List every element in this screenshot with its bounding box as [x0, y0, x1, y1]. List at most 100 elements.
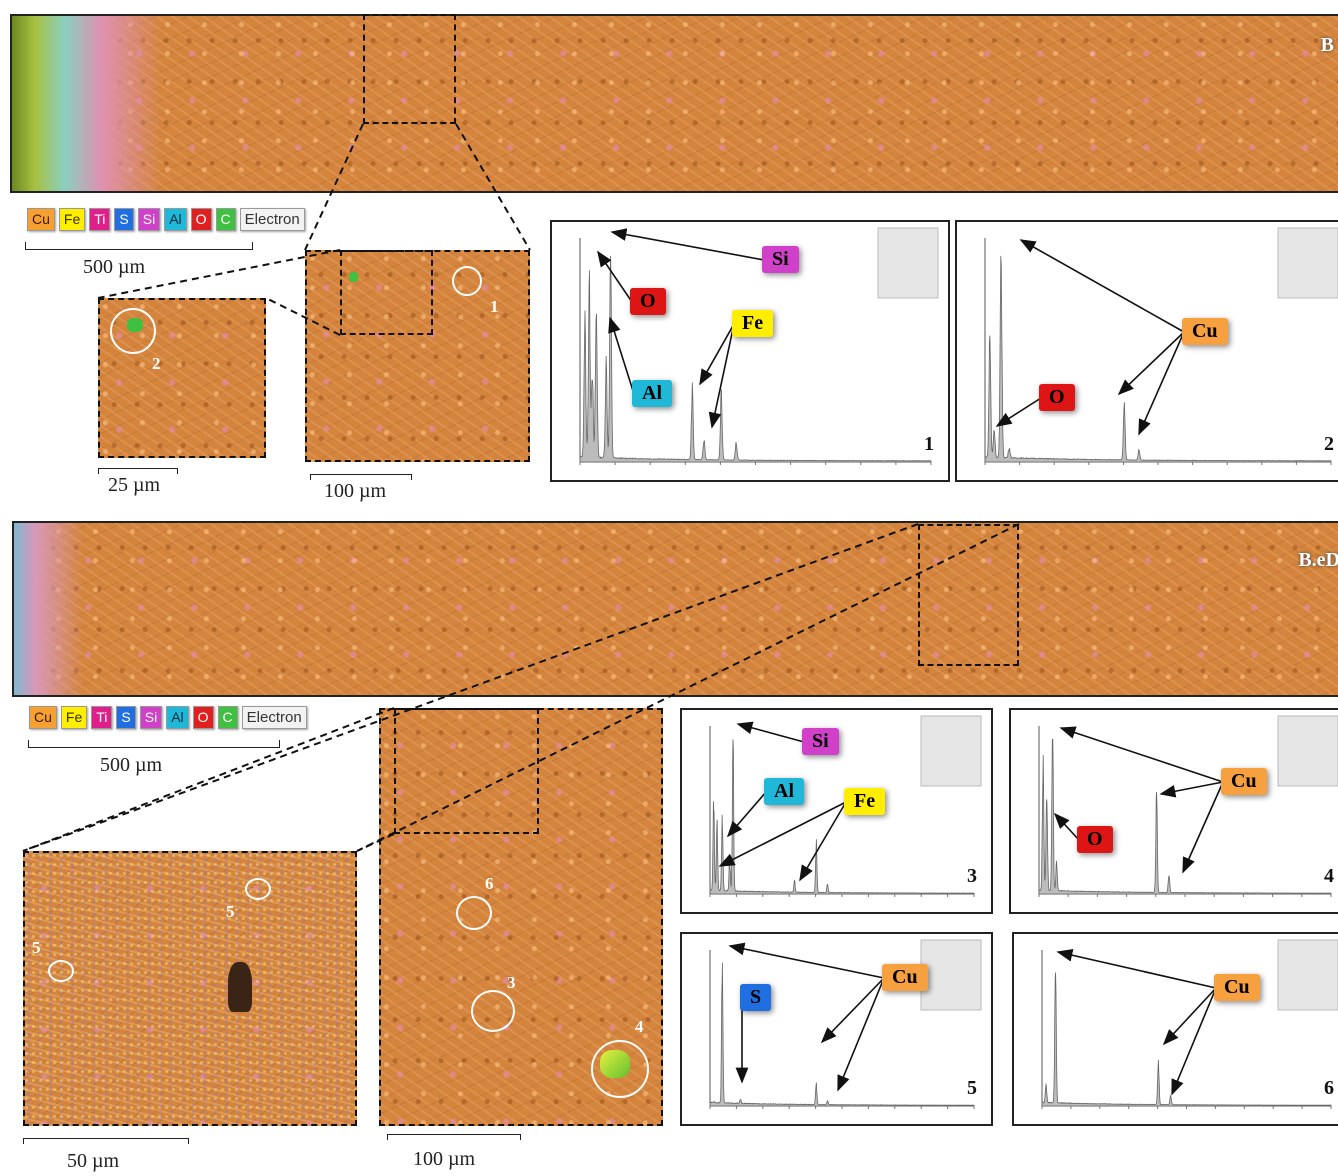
annotation-arrows [995, 239, 1185, 436]
annotation-arrow [608, 316, 635, 395]
spectrum-panel-1: 1 Si O Fe Al [550, 220, 950, 482]
scale-label-bottom-right: 100 µm [413, 1148, 476, 1170]
element-tag-cu: Cu [1182, 318, 1228, 345]
spectrum-panel-6: 6 Cu [1012, 932, 1338, 1126]
spectrum-legend-box [1277, 939, 1338, 1011]
scale-bar-bottom-main: 500 µm [28, 740, 280, 777]
spectrum-number: 6 [1324, 1077, 1334, 1099]
spectrum-number: 5 [967, 1077, 977, 1099]
spectrum-number: 1 [924, 433, 934, 455]
annotation-arrow [1117, 331, 1185, 396]
scale-label-top-mid: 100 µm [324, 480, 387, 502]
zoom-box-bottom-right [394, 708, 539, 834]
annotation-arrows [1056, 948, 1217, 1096]
spectrum-number: 4 [1324, 865, 1334, 887]
annotation-arrow [728, 942, 885, 979]
zoom-box-bottom-main [918, 524, 1019, 666]
element-tag-cu: Cu [882, 964, 928, 991]
analysis-point-6-label: 6 [485, 874, 494, 893]
scale-bar-bottom-left: 50 µm [23, 1138, 189, 1173]
legend-s: S [116, 706, 136, 729]
scale-label-top-main: 500 µm [83, 256, 146, 278]
spectrum-curve [1038, 739, 1332, 895]
spectrum-panel-5: 5 Cu S [680, 932, 993, 1126]
scale-bar-bottom-right: 100 µm [387, 1134, 521, 1171]
green-particle-mid [349, 272, 358, 282]
annotation-arrow [1053, 812, 1080, 841]
spectrum-number: 3 [967, 865, 977, 887]
legend-c: C [217, 706, 238, 729]
spectrum-plot [1038, 715, 1338, 897]
legend-fe: Fe [58, 208, 86, 231]
element-tag-o: O [1039, 384, 1075, 411]
analysis-point-3-circle [471, 990, 515, 1032]
element-tag-o: O [630, 288, 666, 315]
legend-electron: Electron [239, 208, 305, 231]
annotation-arrow [820, 977, 885, 1044]
inset-frame-bottom-left [23, 851, 357, 1126]
sem-inset-top-mid [305, 250, 530, 462]
dark-pit [228, 962, 252, 1012]
annotation-arrow [610, 228, 765, 261]
annotation-arrow [1182, 781, 1224, 874]
annotation-arrow [995, 397, 1042, 427]
spectrum-curve [709, 739, 975, 895]
annotation-arrow [1171, 987, 1217, 1096]
element-tag-fe: Fe [732, 310, 774, 337]
analysis-point-4-circle [591, 1040, 649, 1098]
spectrum-curve [984, 255, 1332, 463]
element-tag-si: Si [802, 728, 839, 755]
annotation-arrow [1159, 781, 1224, 798]
legend-fe: Fe [60, 706, 88, 729]
sample-label-b: B [1320, 34, 1334, 56]
legend-c: C [215, 208, 236, 231]
sem-image-bottom-strip: B.eD [12, 521, 1338, 697]
annotation-arrow [1138, 331, 1185, 436]
element-tag-al: Al [764, 778, 804, 805]
legend-s: S [114, 208, 134, 231]
legend-al: Al [166, 706, 189, 729]
spectrum-curve [709, 962, 975, 1107]
analysis-point-4-label: 4 [635, 1017, 644, 1036]
legend-ti: Ti [89, 208, 111, 231]
spectrum-curve [1041, 972, 1332, 1107]
annotation-arrow [1056, 948, 1217, 989]
scale-label-bottom-left: 50 µm [67, 1150, 120, 1172]
inset-frame-top-small [98, 298, 266, 458]
spectrum-legend-box [877, 227, 939, 299]
analysis-point-5a-circle [245, 878, 271, 900]
analysis-point-5b-label: 5 [32, 938, 41, 957]
annotation-arrow [708, 323, 735, 429]
element-tag-si: Si [762, 246, 799, 273]
spectrum-plot [984, 227, 1338, 465]
element-tag-o: O [1077, 826, 1113, 853]
sem-inset-bottom-left [23, 851, 357, 1126]
annotation-arrow [699, 323, 735, 386]
annotation-arrow [1162, 987, 1217, 1046]
element-tag-fe: Fe [844, 788, 886, 815]
element-legend-top: Cu Fe Ti S Si Al O C Electron [27, 208, 305, 231]
scale-bar-top-main: 500 µm [25, 242, 253, 279]
element-legend-bottom: Cu Fe Ti S Si Al O C Electron [29, 706, 307, 729]
analysis-point-1-circle [452, 266, 482, 296]
analysis-point-3-label: 3 [507, 973, 516, 992]
annotation-arrow [1059, 726, 1224, 783]
spectrum-panel-2: 2 Cu O [955, 220, 1338, 482]
annotation-arrow [1019, 239, 1185, 333]
element-tag-al: Al [632, 380, 672, 407]
element-tag-s: S [740, 984, 772, 1011]
legend-si: Si [139, 706, 163, 729]
legend-al: Al [164, 208, 187, 231]
spectrum-plot [709, 939, 982, 1109]
analysis-point-2-label: 2 [152, 354, 161, 373]
annotation-arrow [837, 977, 885, 1092]
analysis-point-5b-circle [48, 960, 74, 982]
spectrum-panel-4: 4 Cu O [1009, 708, 1338, 914]
scale-label-bottom-main: 500 µm [100, 754, 163, 776]
element-tag-cu: Cu [1214, 974, 1260, 1001]
scale-label-top-small: 25 µm [108, 474, 161, 496]
sample-label-bed: B.eD [1298, 549, 1338, 571]
spectrum-number: 2 [1324, 433, 1334, 455]
spectrum-legend-box [920, 939, 982, 1011]
analysis-point-5a-label: 5 [226, 902, 235, 921]
